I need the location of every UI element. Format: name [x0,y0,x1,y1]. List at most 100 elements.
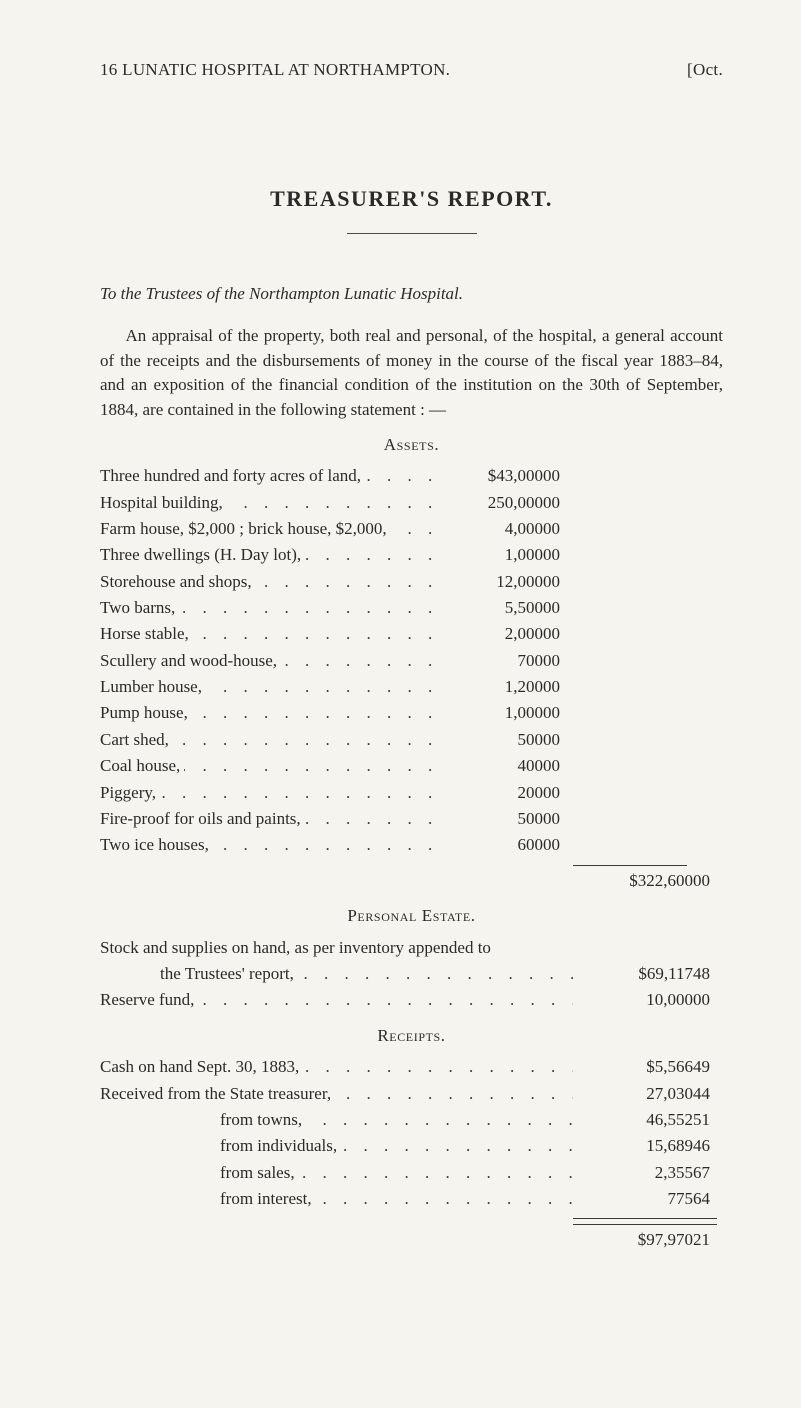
ledger-row: Hospital building,250,00000 [100,490,723,516]
ledger-amount: $5,566 [573,1054,693,1080]
ledger-amount: 46,552 [573,1107,693,1133]
addressee-line: To the Trustees of the Northampton Lunat… [100,282,723,307]
report-title: TREASURER'S REPORT. [100,183,723,215]
ledger-cents: 49 [693,1054,723,1080]
ledger-row: Pump house,1,00000 [100,700,723,726]
assets-heading: Assets. [100,433,723,458]
ledger-amount: 12,000 [433,569,543,595]
ledger-cents: 00 [543,621,573,647]
ledger-label: Storehouse and shops, [100,569,433,595]
ledger-label: from individuals, [100,1133,573,1159]
ledger-label: Two barns, [100,595,433,621]
ledger-label: Reserve fund, [100,987,573,1013]
ledger-amount: 700 [433,648,543,674]
ledger-cents: 44 [693,1081,723,1107]
ledger-cents: 00 [543,832,573,858]
ledger-label: Stock and supplies on hand, as per inven… [100,935,573,961]
ledger-row: Reserve fund,10,00000 [100,987,723,1013]
ledger-label: Three dwellings (H. Day lot), [100,542,433,568]
ledger-cents: 51 [693,1107,723,1133]
ledger-amount: 250,000 [433,490,543,516]
ledger-cents: 67 [693,1160,723,1186]
receipts-rule-2 [573,1224,717,1225]
ledger-amount: 2,000 [433,621,543,647]
ledger-label: Scullery and wood-house, [100,648,433,674]
receipts-rule-row [100,1216,723,1227]
ledger-amount: 4,000 [433,516,543,542]
ledger-row: Coal house,40000 [100,753,723,779]
ledger-row: Scullery and wood-house,70000 [100,648,723,674]
ledger-label: Fire-proof for oils and paints, [100,806,433,832]
ledger-cents: 00 [543,463,573,489]
receipts-total-amount: $97,970 [573,1227,693,1253]
ledger-row: Storehouse and shops,12,00000 [100,569,723,595]
ledger-cents: 00 [543,780,573,806]
ledger-amount: 600 [433,832,543,858]
ledger-cents: 00 [543,753,573,779]
ledger-label: Coal house, [100,753,433,779]
assets-total-row: $322,600 00 [100,868,723,894]
ledger-label: Cash on hand Sept. 30, 1883, [100,1054,573,1080]
ledger-label: the Trustees' report, [100,961,573,987]
ledger-label: Farm house, $2,000 ; brick house, $2,000… [100,516,433,542]
running-title-left: LUNATIC HOSPITAL AT NORTHAMPTON. [122,60,450,79]
ledger-row: Horse stable,2,00000 [100,621,723,647]
ledger-cents: 64 [693,1186,723,1212]
title-rule [347,233,477,234]
ledger-row: Fire-proof for oils and paints,50000 [100,806,723,832]
ledger-row: Three dwellings (H. Day lot),1,00000 [100,542,723,568]
ledger-amount: 500 [433,727,543,753]
ledger-label: Piggery, [100,780,433,806]
assets-rule [573,865,687,866]
assets-table: Three hundred and forty acres of land,$4… [100,463,723,894]
ledger-cents: 00 [543,806,573,832]
ledger-cents: 00 [543,648,573,674]
receipts-total-row: $97,970 21 [100,1227,723,1253]
ledger-row: Received from the State treasurer,27,030… [100,1081,723,1107]
receipts-total-cents: 21 [693,1227,723,1253]
ledger-amount: 10,000 [573,987,693,1013]
ledger-row: from towns,46,55251 [100,1107,723,1133]
ledger-cents: 48 [693,961,723,987]
assets-total-cents: 00 [693,868,723,894]
ledger-row: Farm house, $2,000 ; brick house, $2,000… [100,516,723,542]
ledger-row: Cash on hand Sept. 30, 1883,$5,56649 [100,1054,723,1080]
ledger-row: from sales,2,35567 [100,1160,723,1186]
intro-paragraph: An appraisal of the property, both real … [100,324,723,423]
running-head: 16 LUNATIC HOSPITAL AT NORTHAMPTON. [Oct… [100,58,723,83]
receipts-rule-1 [573,1218,717,1219]
ledger-cents: 00 [543,674,573,700]
ledger-label: Cart shed, [100,727,433,753]
ledger-amount: 15,689 [573,1133,693,1159]
ledger-cents: 00 [543,595,573,621]
ledger-amount: 27,030 [573,1081,693,1107]
ledger-amount: 1,200 [433,674,543,700]
ledger-cents: 00 [543,569,573,595]
personal-estate-table: Stock and supplies on hand, as per inven… [100,935,723,1014]
ledger-label: from interest, [100,1186,573,1212]
receipts-table: Cash on hand Sept. 30, 1883,$5,56649Rece… [100,1054,723,1253]
ledger-amount: 5,500 [433,595,543,621]
ledger-cents: 46 [693,1133,723,1159]
ledger-row: Stock and supplies on hand, as per inven… [100,935,723,961]
ledger-label: from sales, [100,1160,573,1186]
receipts-heading: Receipts. [100,1024,723,1049]
ledger-label: Two ice houses, [100,832,433,858]
ledger-label: Hospital building, [100,490,433,516]
ledger-amount: 1,000 [433,542,543,568]
ledger-row: the Trustees' report,$69,11748 [100,961,723,987]
ledger-cents [693,935,723,961]
ledger-row: Piggery,20000 [100,780,723,806]
ledger-cents: 00 [543,490,573,516]
personal-estate-heading: Personal Estate. [100,904,723,929]
ledger-amount: 2,355 [573,1160,693,1186]
ledger-amount: 1,000 [433,700,543,726]
ledger-label: from towns, [100,1107,573,1133]
ledger-amount: $69,117 [573,961,693,987]
assets-total-amount: $322,600 [573,868,693,894]
ledger-row: from individuals,15,68946 [100,1133,723,1159]
ledger-label: Received from the State treasurer, [100,1081,573,1107]
running-title-right: [Oct. [687,58,723,83]
ledger-label: Horse stable, [100,621,433,647]
ledger-amount: 200 [433,780,543,806]
